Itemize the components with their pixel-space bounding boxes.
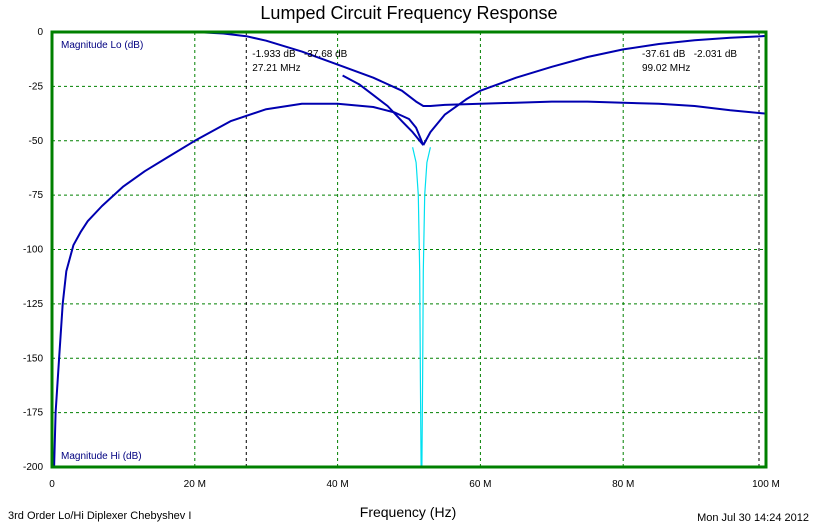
chart-title: Lumped Circuit Frequency Response xyxy=(260,3,557,23)
timestamp: Mon Jul 30 14:24 2012 xyxy=(697,512,809,524)
series-line-notch xyxy=(412,147,431,468)
marker-readout-line: -1.933 dB -37.68 dB xyxy=(252,49,347,60)
series-line-lo xyxy=(52,31,767,115)
y-tick-label: -50 xyxy=(29,136,44,147)
marker-lines xyxy=(245,32,760,467)
y-tick-label: -75 xyxy=(29,190,44,201)
x-tick-label: 60 M xyxy=(469,479,491,490)
y-tick-label: -100 xyxy=(23,245,43,256)
y-tick-label: -200 xyxy=(23,462,43,473)
x-tick-label: 0 xyxy=(49,479,55,490)
x-tick-label: 20 M xyxy=(184,479,206,490)
x-axis-ticks: 0 20 M 40 M 60 M 80 M 100 M xyxy=(49,479,780,490)
marker-readouts: -1.933 dB -37.68 dB 27.21 MHz -37.61 dB -2… xyxy=(252,49,737,74)
y-tick-label: -150 xyxy=(23,353,43,364)
marker-readout-line: 27.21 MHz xyxy=(252,63,300,74)
y-tick-label: -125 xyxy=(23,299,43,310)
series-label-lo: Magnitude Lo (dB) xyxy=(61,40,143,51)
x-axis-label: Frequency (Hz) xyxy=(360,504,456,520)
y-tick-label: 0 xyxy=(37,27,43,38)
series-line-hi xyxy=(53,102,425,468)
series-line-lo_stop xyxy=(342,74,425,146)
plot-area-border xyxy=(50,30,768,469)
x-tick-label: 80 M xyxy=(612,479,634,490)
circuit-description: 3rd Order Lo/Hi Diplexer Chebyshev I xyxy=(8,510,191,522)
y-tick-label: -175 xyxy=(23,408,43,419)
series-line-hi_pass xyxy=(422,34,767,146)
x-tick-label: 100 M xyxy=(752,479,780,490)
x-tick-label: 40 M xyxy=(326,479,348,490)
series-layer xyxy=(52,31,767,468)
marker-readout-line: -37.61 dB -2.031 dB xyxy=(642,49,737,60)
marker-readout-line: 99.02 MHz xyxy=(642,63,690,74)
y-axis-ticks: 0 -25 -50 -75 -100 -125 -150 -175 -200 xyxy=(23,27,43,473)
series-label-hi: Magnitude Hi (dB) xyxy=(61,451,142,462)
y-tick-label: -25 xyxy=(29,81,44,92)
